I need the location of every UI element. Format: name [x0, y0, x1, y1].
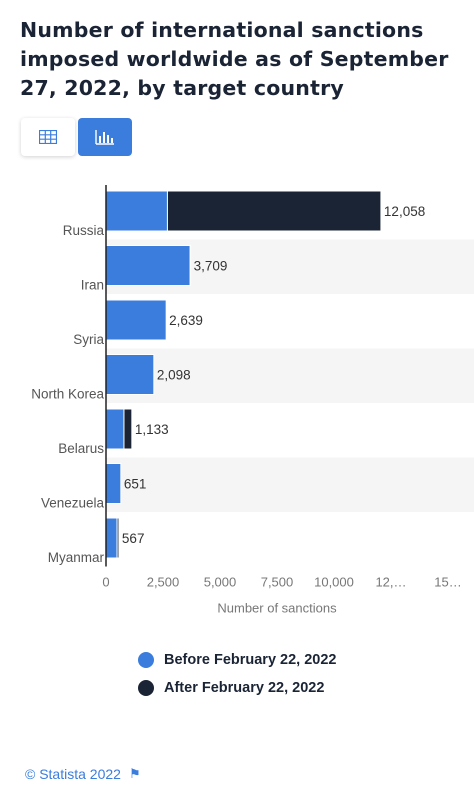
x-tick-label: 15…: [434, 575, 461, 590]
row-band: [106, 457, 474, 512]
x-tick-label: 7,500: [261, 575, 294, 590]
table-icon: [39, 130, 57, 144]
category-label: Russia: [63, 223, 105, 238]
data-label: 2,639: [169, 313, 203, 328]
category-label: Venezuela: [41, 496, 105, 511]
x-tick-label: 12,…: [375, 575, 406, 590]
category-label: North Korea: [31, 387, 104, 402]
flag-icon[interactable]: ⚑: [128, 766, 141, 781]
data-label: 1,133: [135, 422, 169, 437]
data-label: 651: [124, 477, 147, 492]
bar-before: [105, 299, 167, 341]
bar-chart-icon: [95, 130, 114, 145]
table-view-button[interactable]: [21, 118, 75, 156]
copyright-link[interactable]: © Statista 2022: [25, 766, 121, 782]
legend: Before February 22, 2022 After February …: [138, 648, 336, 704]
bar-after: [116, 517, 120, 559]
chart-title: Number of international sanctions impose…: [20, 18, 449, 100]
data-label: 3,709: [194, 259, 228, 274]
category-label: Belarus: [58, 441, 104, 456]
legend-marker-before: [138, 652, 154, 668]
row-band: [106, 348, 474, 403]
category-label: Iran: [81, 278, 104, 293]
chart-view-button[interactable]: [78, 118, 132, 156]
bar-chart: 12,058 Russia 3,709 Iran 2,639 Syria 2,098 Nort…: [31, 185, 474, 616]
bar-before: [105, 190, 168, 232]
x-tick-label: 2,500: [147, 575, 180, 590]
x-tick-label: 10,000: [314, 575, 354, 590]
bar-before: [105, 517, 118, 559]
bar-after: [123, 408, 133, 450]
x-tick-label: 5,000: [204, 575, 237, 590]
data-label: 2,098: [157, 368, 191, 383]
legend-item-after[interactable]: After February 22, 2022: [138, 676, 336, 700]
bar-before: [105, 408, 125, 450]
bar-after: [166, 190, 382, 232]
x-tick-label: 0: [102, 575, 109, 590]
footer: © Statista 2022 ⚑: [25, 766, 141, 782]
legend-item-before[interactable]: Before February 22, 2022: [138, 648, 336, 672]
data-label: 567: [122, 531, 145, 546]
x-axis-label: Number of sanctions: [217, 601, 337, 616]
legend-label-before: Before February 22, 2022: [164, 652, 337, 668]
category-label: Myanmar: [48, 550, 105, 565]
category-label: Syria: [73, 332, 104, 347]
bar-before: [105, 245, 191, 286]
bar-before: [105, 354, 155, 395]
bar-before: [105, 463, 122, 504]
legend-label-after: After February 22, 2022: [164, 680, 325, 696]
legend-marker-after: [138, 680, 154, 696]
data-label: 12,058: [384, 204, 425, 219]
